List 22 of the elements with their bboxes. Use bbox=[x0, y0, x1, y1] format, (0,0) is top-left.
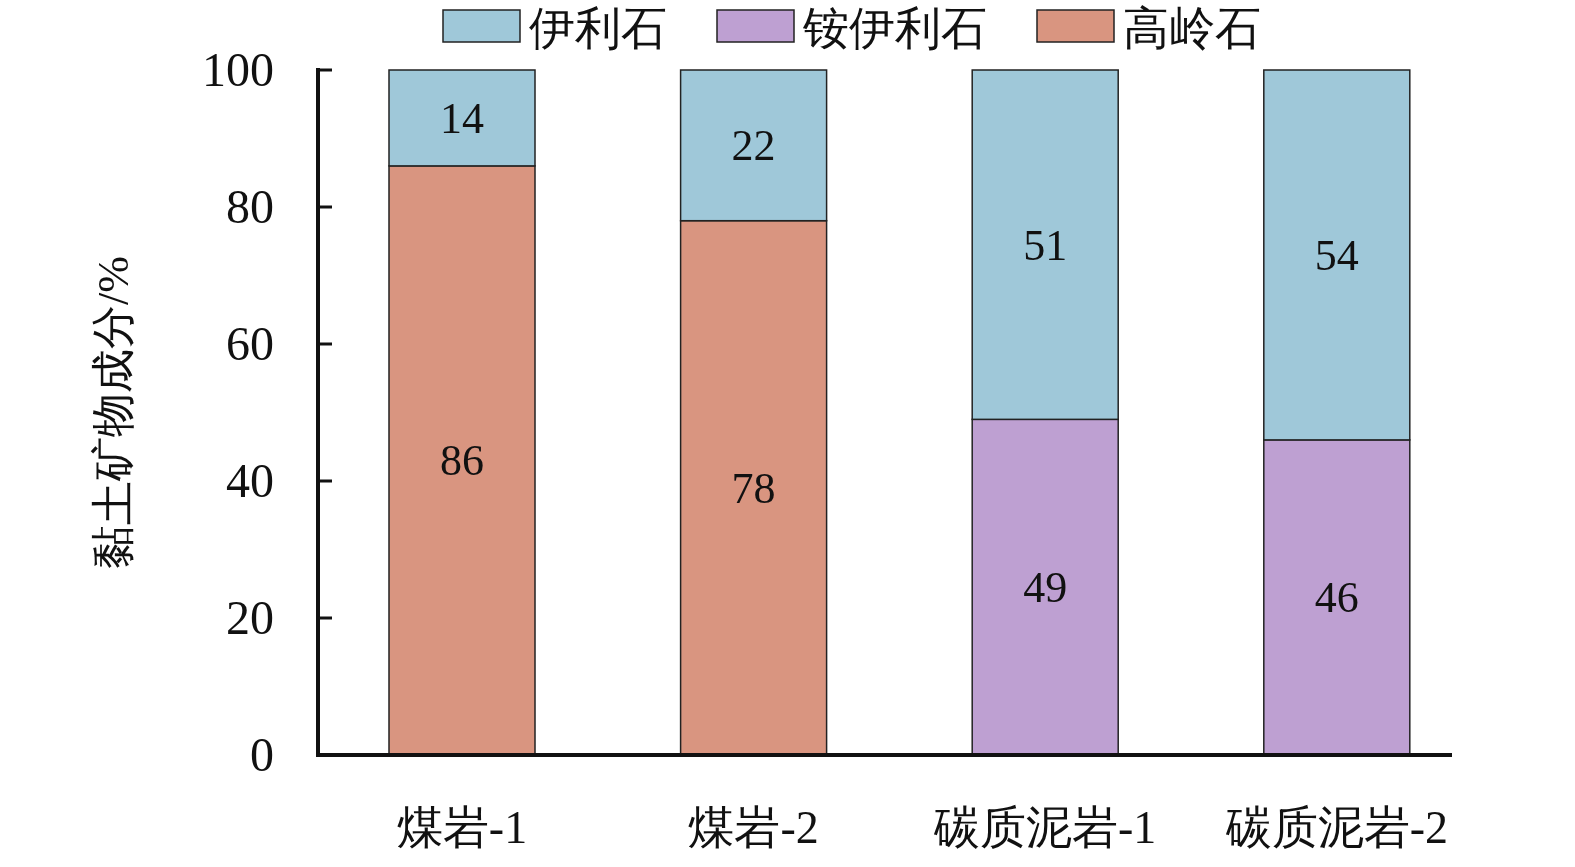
legend-label: 伊利石 bbox=[529, 3, 667, 54]
y-axis-title: 黏土矿物成分/% bbox=[89, 256, 138, 569]
data-label: 22 bbox=[731, 121, 776, 171]
y-tick-label: 80 bbox=[226, 180, 274, 233]
y-tick-label: 0 bbox=[250, 728, 274, 781]
y-tick-label: 20 bbox=[226, 591, 274, 644]
data-label: 78 bbox=[731, 463, 776, 513]
data-label: 51 bbox=[1023, 220, 1068, 270]
x-tick-label: 碳质泥岩-2 bbox=[1224, 802, 1448, 853]
data-label: 86 bbox=[440, 436, 484, 486]
data-label: 49 bbox=[1023, 563, 1068, 613]
data-label: 54 bbox=[1314, 230, 1359, 280]
x-tick-label: 煤岩-2 bbox=[688, 802, 819, 853]
x-tick-label: 煤岩-1 bbox=[396, 802, 528, 853]
data-label: 14 bbox=[440, 93, 484, 143]
x-tick-label: 碳质泥岩-1 bbox=[933, 802, 1157, 853]
y-tick-label: 100 bbox=[202, 43, 274, 96]
data-label: 46 bbox=[1314, 573, 1359, 623]
legend-label: 高岭石 bbox=[1123, 3, 1261, 54]
y-tick-label: 40 bbox=[226, 454, 274, 507]
legend-label: 铵伊利石 bbox=[802, 3, 987, 54]
y-tick-label: 60 bbox=[226, 317, 274, 370]
